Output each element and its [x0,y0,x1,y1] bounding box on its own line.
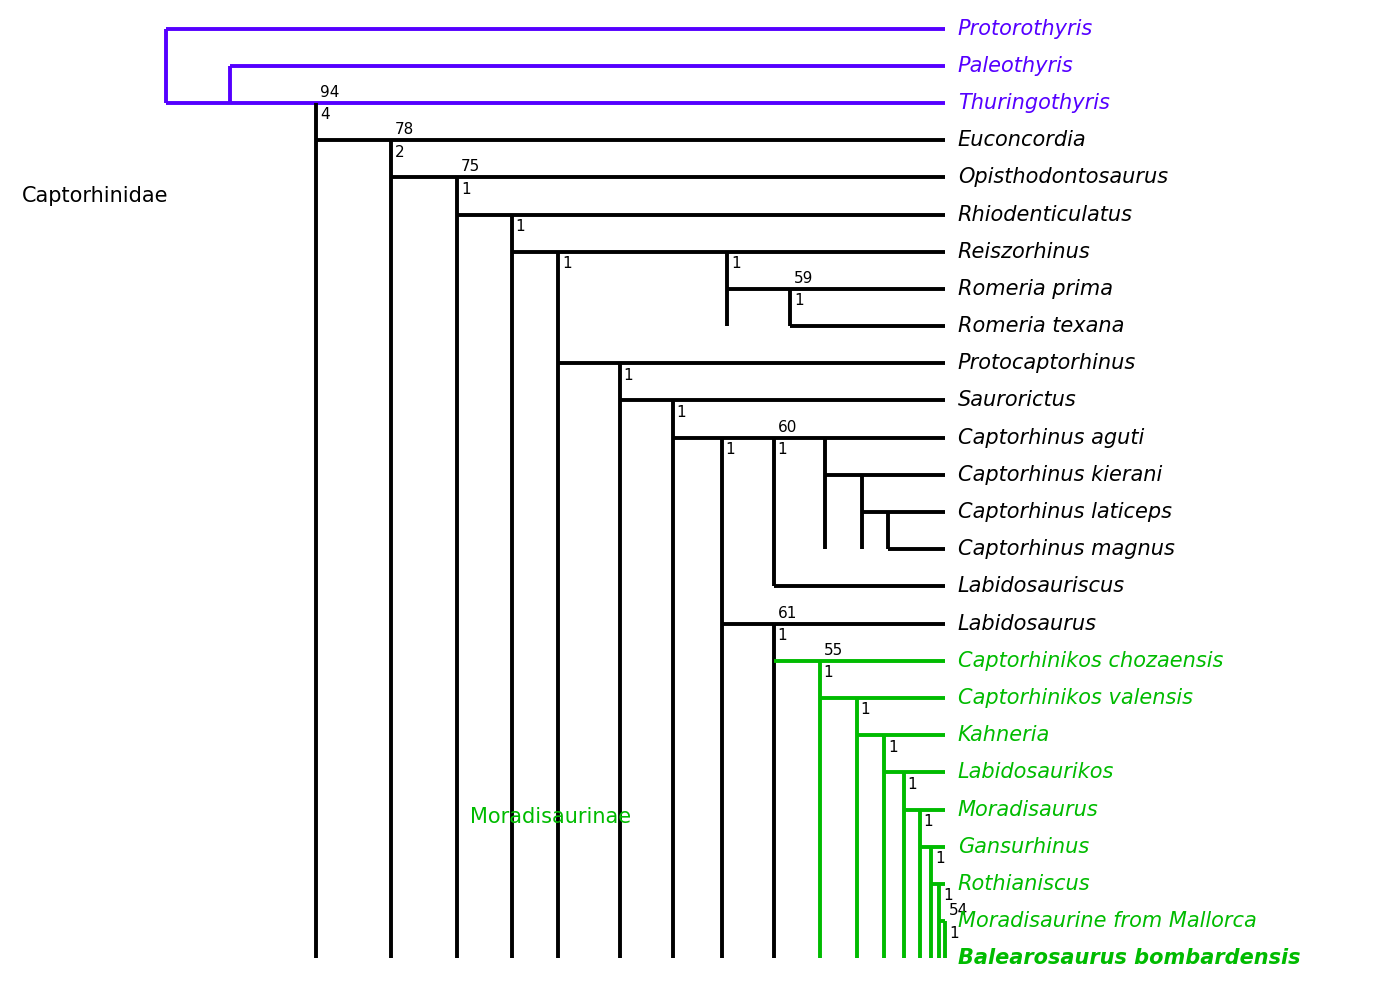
Text: Thuringothyris: Thuringothyris [958,93,1110,113]
Text: Protocaptorhinus: Protocaptorhinus [958,353,1135,373]
Text: 1: 1 [676,405,686,420]
Text: 1: 1 [823,666,833,681]
Text: 61: 61 [777,606,797,621]
Text: Captorhinus magnus: Captorhinus magnus [958,539,1175,559]
Text: Moradisaurine from Mallorca: Moradisaurine from Mallorca [958,911,1256,931]
Text: 1: 1 [461,182,470,197]
Text: Romeria prima: Romeria prima [958,278,1113,298]
Text: 59: 59 [794,270,813,285]
Text: 1: 1 [861,703,871,718]
Text: Moradisaurinae: Moradisaurinae [470,807,631,827]
Text: 1: 1 [515,219,525,234]
Text: 54: 54 [949,903,969,918]
Text: 1: 1 [561,256,571,271]
Text: 1: 1 [623,367,633,382]
Text: Captorhinidae: Captorhinidae [22,186,168,206]
Text: Captorhinus laticeps: Captorhinus laticeps [958,502,1172,522]
Text: Moradisaurus: Moradisaurus [958,799,1099,819]
Text: 94: 94 [319,85,339,100]
Text: Gansurhinus: Gansurhinus [958,836,1089,856]
Text: 1: 1 [725,442,735,457]
Text: 1: 1 [907,776,917,791]
Text: Rothianiscus: Rothianiscus [958,874,1091,894]
Text: Captorhinus aguti: Captorhinus aguti [958,427,1144,448]
Text: Reiszorhinus: Reiszorhinus [958,242,1091,261]
Text: Captorhinikos chozaensis: Captorhinikos chozaensis [958,651,1224,671]
Text: Paleothyris: Paleothyris [958,56,1074,76]
Text: Labidosauriscus: Labidosauriscus [958,577,1124,597]
Text: Opisthodontosaurus: Opisthodontosaurus [958,168,1168,188]
Text: 1: 1 [777,442,787,457]
Text: 60: 60 [777,420,797,435]
Text: Protorothyris: Protorothyris [958,19,1093,39]
Text: 4: 4 [319,108,329,123]
Text: 1: 1 [888,740,897,754]
Text: 75: 75 [461,160,480,175]
Text: 1: 1 [949,925,959,940]
Text: Balearosaurus bombardensis: Balearosaurus bombardensis [958,948,1301,968]
Text: 78: 78 [395,122,414,137]
Text: 1: 1 [924,814,932,829]
Text: Labidosaurus: Labidosaurus [958,614,1096,634]
Text: Captorhinus kierani: Captorhinus kierani [958,465,1162,485]
Text: 1: 1 [944,888,952,903]
Text: 1: 1 [935,851,945,866]
Text: Labidosaurikos: Labidosaurikos [958,762,1114,782]
Text: 1: 1 [794,293,804,308]
Text: Captorhinikos valensis: Captorhinikos valensis [958,688,1193,708]
Text: Euconcordia: Euconcordia [958,130,1086,150]
Text: 1: 1 [731,256,741,271]
Text: 2: 2 [395,145,405,160]
Text: Kahneria: Kahneria [958,726,1050,746]
Text: 55: 55 [823,643,843,658]
Text: Saurorictus: Saurorictus [958,390,1077,410]
Text: Rhiodenticulatus: Rhiodenticulatus [958,205,1133,225]
Text: Romeria texana: Romeria texana [958,316,1124,336]
Text: 1: 1 [777,628,787,643]
